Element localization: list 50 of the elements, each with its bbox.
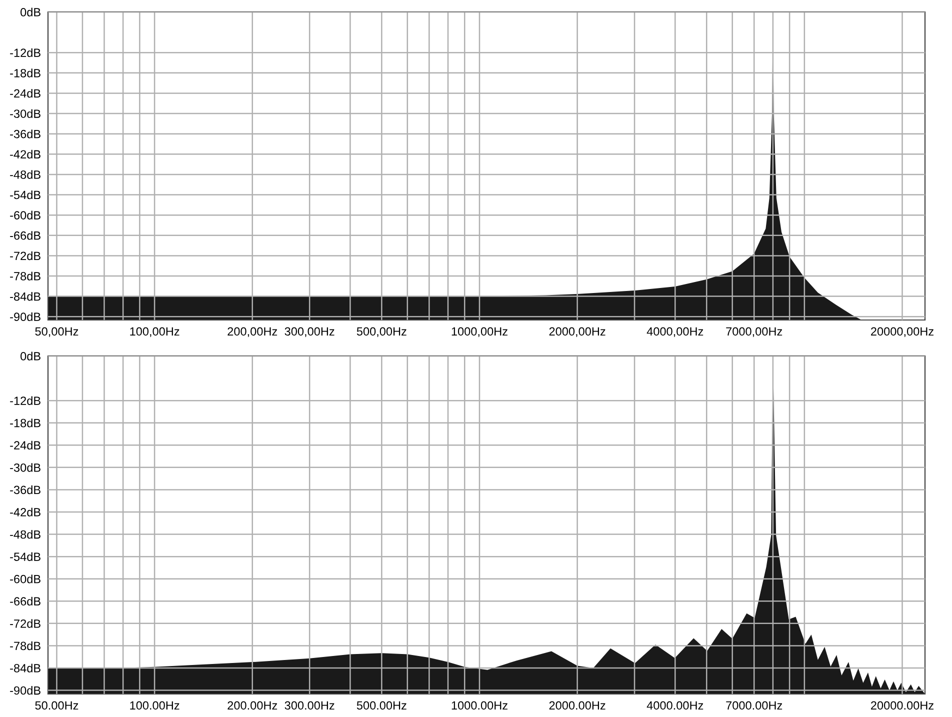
y-tick-label: -72dB (10, 251, 40, 260)
y-tick-label: -42dB (10, 150, 40, 159)
y-tick-label: -60dB (10, 574, 40, 584)
y-tick-label: -30dB (10, 109, 40, 118)
y-tick-label: -90dB (10, 312, 40, 322)
y-tick-label: 0dB (20, 8, 40, 16)
x-tick-label: 1000,00Hz (452, 327, 508, 338)
y-tick-label: -84dB (10, 664, 40, 672)
y-tick-label: -60dB (10, 210, 40, 220)
y-tick-label: -18dB (10, 418, 40, 428)
x-tick-label: 7000,00Hz (726, 327, 782, 338)
y-tick-label: -54dB (10, 190, 40, 200)
x-tick-label: 500,00Hz (356, 327, 406, 338)
y-tick-label: -48dB (10, 170, 40, 179)
y-tick-label: -78dB (10, 641, 40, 650)
y-tick-label: -90dB (10, 686, 40, 695)
x-tick-label: 20000.00Hz (871, 701, 934, 710)
x-tick-label: 2000,00Hz (549, 327, 606, 338)
y-tick-label: -72dB (10, 619, 40, 628)
x-tick-label: 4000,00Hz (646, 327, 704, 338)
x-tick-label: 500.00Hz (356, 701, 406, 710)
x-tick-label: 300,00Hz (284, 327, 334, 338)
y-tick-label: -24dB (10, 88, 40, 98)
y-tick-label: -84dB (10, 292, 40, 301)
x-tick-label: 1000.00Hz (452, 701, 508, 710)
y-tick-label: -36dB (10, 130, 40, 138)
y-tick-label: -42dB (10, 508, 40, 516)
y-tick-label: -78dB (10, 272, 40, 280)
y-tick-label: -66dB (10, 596, 40, 606)
x-tick-label: 50,00Hz (35, 327, 78, 338)
x-tick-label: 200,00Hz (228, 327, 278, 338)
y-tick-label: -12dB (10, 396, 40, 405)
x-tick-label: 4000.00Hz (646, 701, 704, 710)
x-tick-label: 7000.00Hz (726, 701, 782, 710)
x-tick-label: 100.00Hz (130, 701, 180, 710)
y-tick-label: -18dB (10, 68, 40, 78)
x-tick-label: 50.00Hz (35, 701, 78, 710)
y-tick-label: -24dB (10, 440, 40, 450)
y-tick-label: -48dB (10, 530, 40, 539)
y-tick-label: 0dB (20, 352, 40, 360)
y-tick-label: -54dB (10, 552, 40, 561)
x-tick-label: 100,00Hz (130, 327, 180, 338)
y-tick-label: -30dB (10, 463, 40, 472)
x-tick-label: 200.00Hz (228, 701, 278, 710)
x-tick-label: 300.00Hz (284, 701, 334, 710)
x-tick-label: 2000.00Hz (549, 701, 606, 710)
x-tick-label: 20000,00Hz (871, 327, 934, 338)
y-tick-label: -12dB (10, 48, 40, 58)
y-tick-label: -66dB (10, 231, 40, 240)
y-tick-label: -36dB (10, 485, 40, 494)
